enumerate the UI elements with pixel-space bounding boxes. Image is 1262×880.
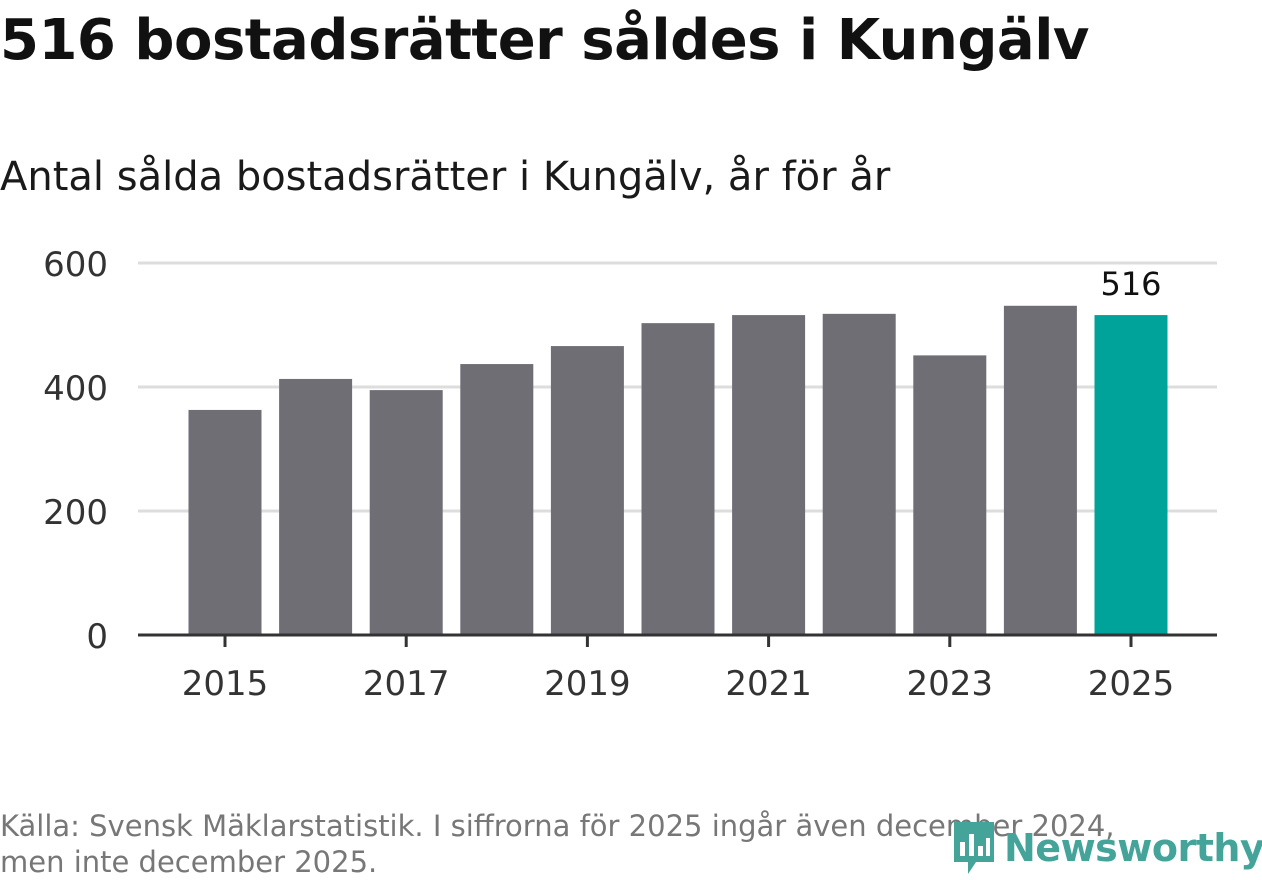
bar-2015 — [188, 409, 262, 635]
x-tick-label-2017: 2017 — [363, 664, 450, 704]
source-note: Källa: Svensk Mäklarstatistik. I siffror… — [0, 808, 1220, 880]
bar-2018 — [460, 364, 534, 635]
x-tick-label-2015: 2015 — [182, 664, 269, 704]
y-tick-label-400: 400 — [43, 369, 108, 409]
x-tick-label-2019: 2019 — [544, 664, 631, 704]
bar-2016 — [279, 378, 353, 635]
bar-2023 — [913, 355, 987, 635]
y-axis-ticks: 0 200 400 600 — [43, 245, 108, 657]
y-tick-label-0: 0 — [86, 617, 108, 657]
bar-2019 — [550, 346, 624, 635]
logo-text: Newsworthy — [1004, 826, 1262, 870]
bar-2024 — [1003, 305, 1077, 635]
y-tick-label-200: 200 — [43, 493, 108, 533]
bar-2025 — [1094, 315, 1168, 635]
x-tick-label-2023: 2023 — [907, 664, 994, 704]
bar-2022 — [822, 313, 896, 635]
x-axis-ticks: 2015 2017 2019 2021 2023 2025 — [182, 635, 1175, 704]
chart-title: 516 bostadsrätter såldes i Kungälv — [0, 8, 1089, 73]
newsworthy-logo: Newsworthy — [950, 818, 1262, 878]
bars — [188, 305, 1168, 635]
x-tick-label-2021: 2021 — [725, 664, 812, 704]
data-label-2025: 516 — [1100, 265, 1161, 303]
bar-2020 — [641, 323, 715, 635]
bar-2017 — [369, 390, 443, 635]
y-tick-label-600: 600 — [43, 245, 108, 285]
bar-chart: 0 200 400 600 516 2015 2017 2019 2021 2023 2025 — [43, 245, 1217, 704]
source-line-2: men inte december 2025. — [0, 845, 378, 879]
bar-2021 — [732, 315, 806, 635]
x-tick-label-2025: 2025 — [1088, 664, 1175, 704]
newsworthy-bar-chart-icon — [954, 822, 994, 874]
source-line-1: Källa: Svensk Mäklarstatistik. I siffror… — [0, 809, 1115, 843]
chart-subtitle: Antal sålda bostadsrätter i Kungälv, år … — [0, 154, 891, 200]
data-labels: 516 — [1100, 265, 1161, 303]
